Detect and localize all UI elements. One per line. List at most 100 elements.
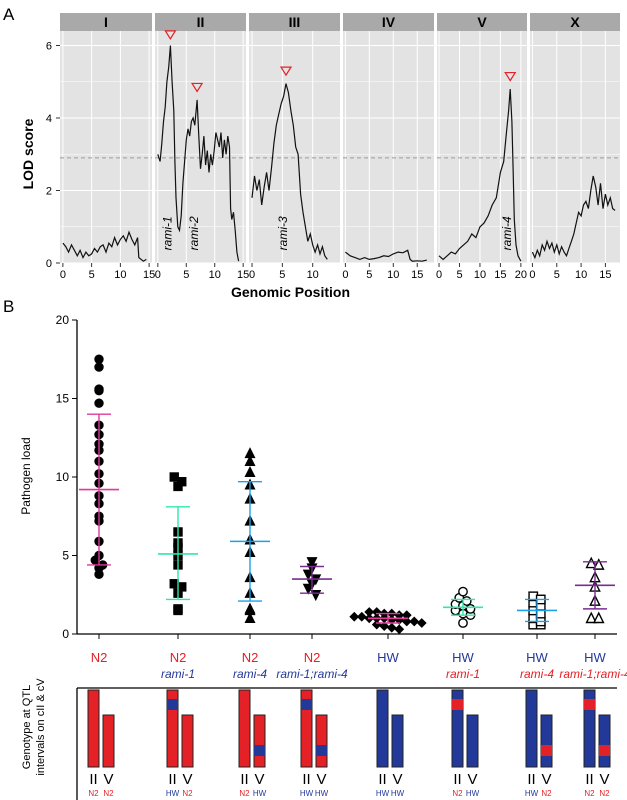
chromosome-ii-parent-label: HW bbox=[376, 789, 390, 798]
facet-strip bbox=[60, 13, 152, 31]
data-point bbox=[401, 616, 412, 627]
data-point bbox=[94, 384, 104, 394]
chromosome-v-parent-label: N2 bbox=[103, 789, 114, 798]
chromosome-ii-label: II bbox=[302, 771, 310, 788]
data-point bbox=[169, 472, 179, 482]
lod-line bbox=[531, 175, 616, 260]
chromosome-ii-label: II bbox=[378, 771, 386, 788]
lod-line bbox=[345, 249, 427, 262]
data-point bbox=[409, 616, 420, 627]
lod-line bbox=[438, 88, 522, 262]
panel-b-ylabel: Pathogen load bbox=[19, 437, 33, 514]
x-tick-label: 0 bbox=[249, 269, 255, 281]
genotype-6: II V N2 HW bbox=[451, 689, 480, 798]
rami-allele-label: rami-1;rami-4 bbox=[559, 667, 627, 681]
chromosome-ii-parent-label: HW bbox=[300, 789, 314, 798]
panel-b-letter: B bbox=[3, 297, 14, 316]
genotype-1: II VN2 N2 bbox=[87, 689, 115, 798]
chromosome-v-label: V bbox=[467, 771, 477, 788]
strain-label: HW bbox=[526, 650, 548, 665]
chromosome-ii-parent-label: HW bbox=[166, 789, 180, 798]
chromosome-v-bar bbox=[253, 714, 266, 768]
chromosome-ii-bar bbox=[166, 689, 179, 768]
facet-ii: II rami-1 rami-2 0 5 10 15 bbox=[155, 13, 249, 281]
x-tick-label: 0 bbox=[342, 269, 348, 281]
y-tick-label: 6 bbox=[46, 41, 52, 53]
chromosome-v-label: V bbox=[254, 771, 264, 788]
data-point bbox=[94, 362, 104, 372]
chromosome-v-label: V bbox=[316, 771, 326, 788]
y-tick-label: 0 bbox=[46, 258, 52, 270]
chromosome-ii-label: II bbox=[585, 771, 593, 788]
facet-background bbox=[343, 31, 434, 263]
chromosome-ii-parent-label: HW bbox=[525, 789, 539, 798]
data-point bbox=[244, 447, 256, 459]
facet-background bbox=[249, 31, 340, 263]
chromosome-ii-bar bbox=[87, 689, 100, 768]
chromosome-ii-qtl-segment bbox=[584, 699, 595, 710]
data-point bbox=[592, 611, 605, 624]
chromosome-ii-qtl-segment bbox=[452, 699, 463, 710]
x-tick-label: 10 bbox=[114, 269, 126, 281]
qtl-label: rami-2 bbox=[187, 216, 201, 250]
x-tick-label: 20 bbox=[515, 269, 527, 281]
chromosome-v-parent-label: N2 bbox=[599, 789, 610, 798]
x-tick-label: 10 bbox=[474, 269, 486, 281]
genotype-ylabel-line1: Genotype at QTL bbox=[21, 685, 33, 769]
y-tick-label: 20 bbox=[56, 313, 70, 327]
chromosome-ii-bar bbox=[451, 689, 464, 768]
data-point bbox=[244, 465, 256, 477]
chromosome-v-bar bbox=[391, 714, 404, 768]
chromosome-ii-parent-label: N2 bbox=[452, 789, 463, 798]
qtl-label: rami-1 bbox=[160, 216, 174, 250]
genotype-4: II VHW HW bbox=[300, 689, 329, 798]
data-point bbox=[244, 454, 256, 466]
x-tick-label: 0 bbox=[60, 269, 66, 281]
rami-allele-label: rami-4 bbox=[520, 667, 554, 681]
lod-line bbox=[62, 230, 147, 262]
facet-i: I 0 5 10 15 bbox=[60, 13, 155, 281]
facet-strip-label: IV bbox=[382, 14, 396, 30]
chromosome-ii-bar bbox=[583, 689, 596, 768]
facet-strip-label: V bbox=[477, 14, 487, 30]
chromosome-v-parent-label: HW bbox=[253, 789, 267, 798]
group-2: N2 rami-1 bbox=[158, 472, 198, 681]
chromosome-ii-label: II bbox=[168, 771, 176, 788]
strain-label: N2 bbox=[242, 650, 259, 665]
rami-allele-label: rami-1 bbox=[161, 667, 195, 681]
chromosome-v-label: V bbox=[392, 771, 402, 788]
data-point bbox=[244, 602, 256, 614]
chromosome-v-label: V bbox=[599, 771, 609, 788]
strain-label: N2 bbox=[304, 650, 321, 665]
x-tick-label: 5 bbox=[456, 269, 462, 281]
x-tick-label: 15 bbox=[143, 269, 155, 281]
x-tick-label: 15 bbox=[237, 269, 249, 281]
x-tick-label: 10 bbox=[575, 269, 587, 281]
chromosome-v-label: V bbox=[541, 771, 551, 788]
data-point bbox=[585, 611, 598, 624]
facet-x: X 0 5 10 15 bbox=[529, 13, 620, 281]
facet-strip bbox=[343, 13, 434, 31]
qtl-peak-marker bbox=[164, 30, 177, 41]
data-point bbox=[379, 621, 390, 632]
chromosome-ii-qtl-segment bbox=[301, 699, 312, 710]
facet-strip bbox=[249, 13, 340, 31]
qtl-label: rami-4 bbox=[500, 216, 514, 250]
chromosome-ii-bar bbox=[238, 689, 251, 768]
group-1: N2 bbox=[79, 354, 119, 665]
strain-label: HW bbox=[584, 650, 606, 665]
chromosome-v-qtl-segment bbox=[254, 745, 265, 756]
group-8: HW rami-1;rami-4 bbox=[559, 556, 627, 681]
chromosome-ii-bar bbox=[376, 689, 389, 768]
group-3: N2 rami-4 bbox=[230, 447, 270, 681]
chromosome-v-parent-label: N2 bbox=[541, 789, 552, 798]
x-tick-label: 10 bbox=[209, 269, 221, 281]
rami-allele-label: rami-1;rami-4 bbox=[276, 667, 348, 681]
facet-strip-label: X bbox=[570, 14, 580, 30]
x-tick-label: 15 bbox=[599, 269, 611, 281]
chromosome-v-bar bbox=[466, 714, 479, 768]
data-point bbox=[458, 618, 468, 628]
group-5: HW bbox=[349, 607, 427, 665]
chromosome-v-bar bbox=[540, 714, 553, 768]
